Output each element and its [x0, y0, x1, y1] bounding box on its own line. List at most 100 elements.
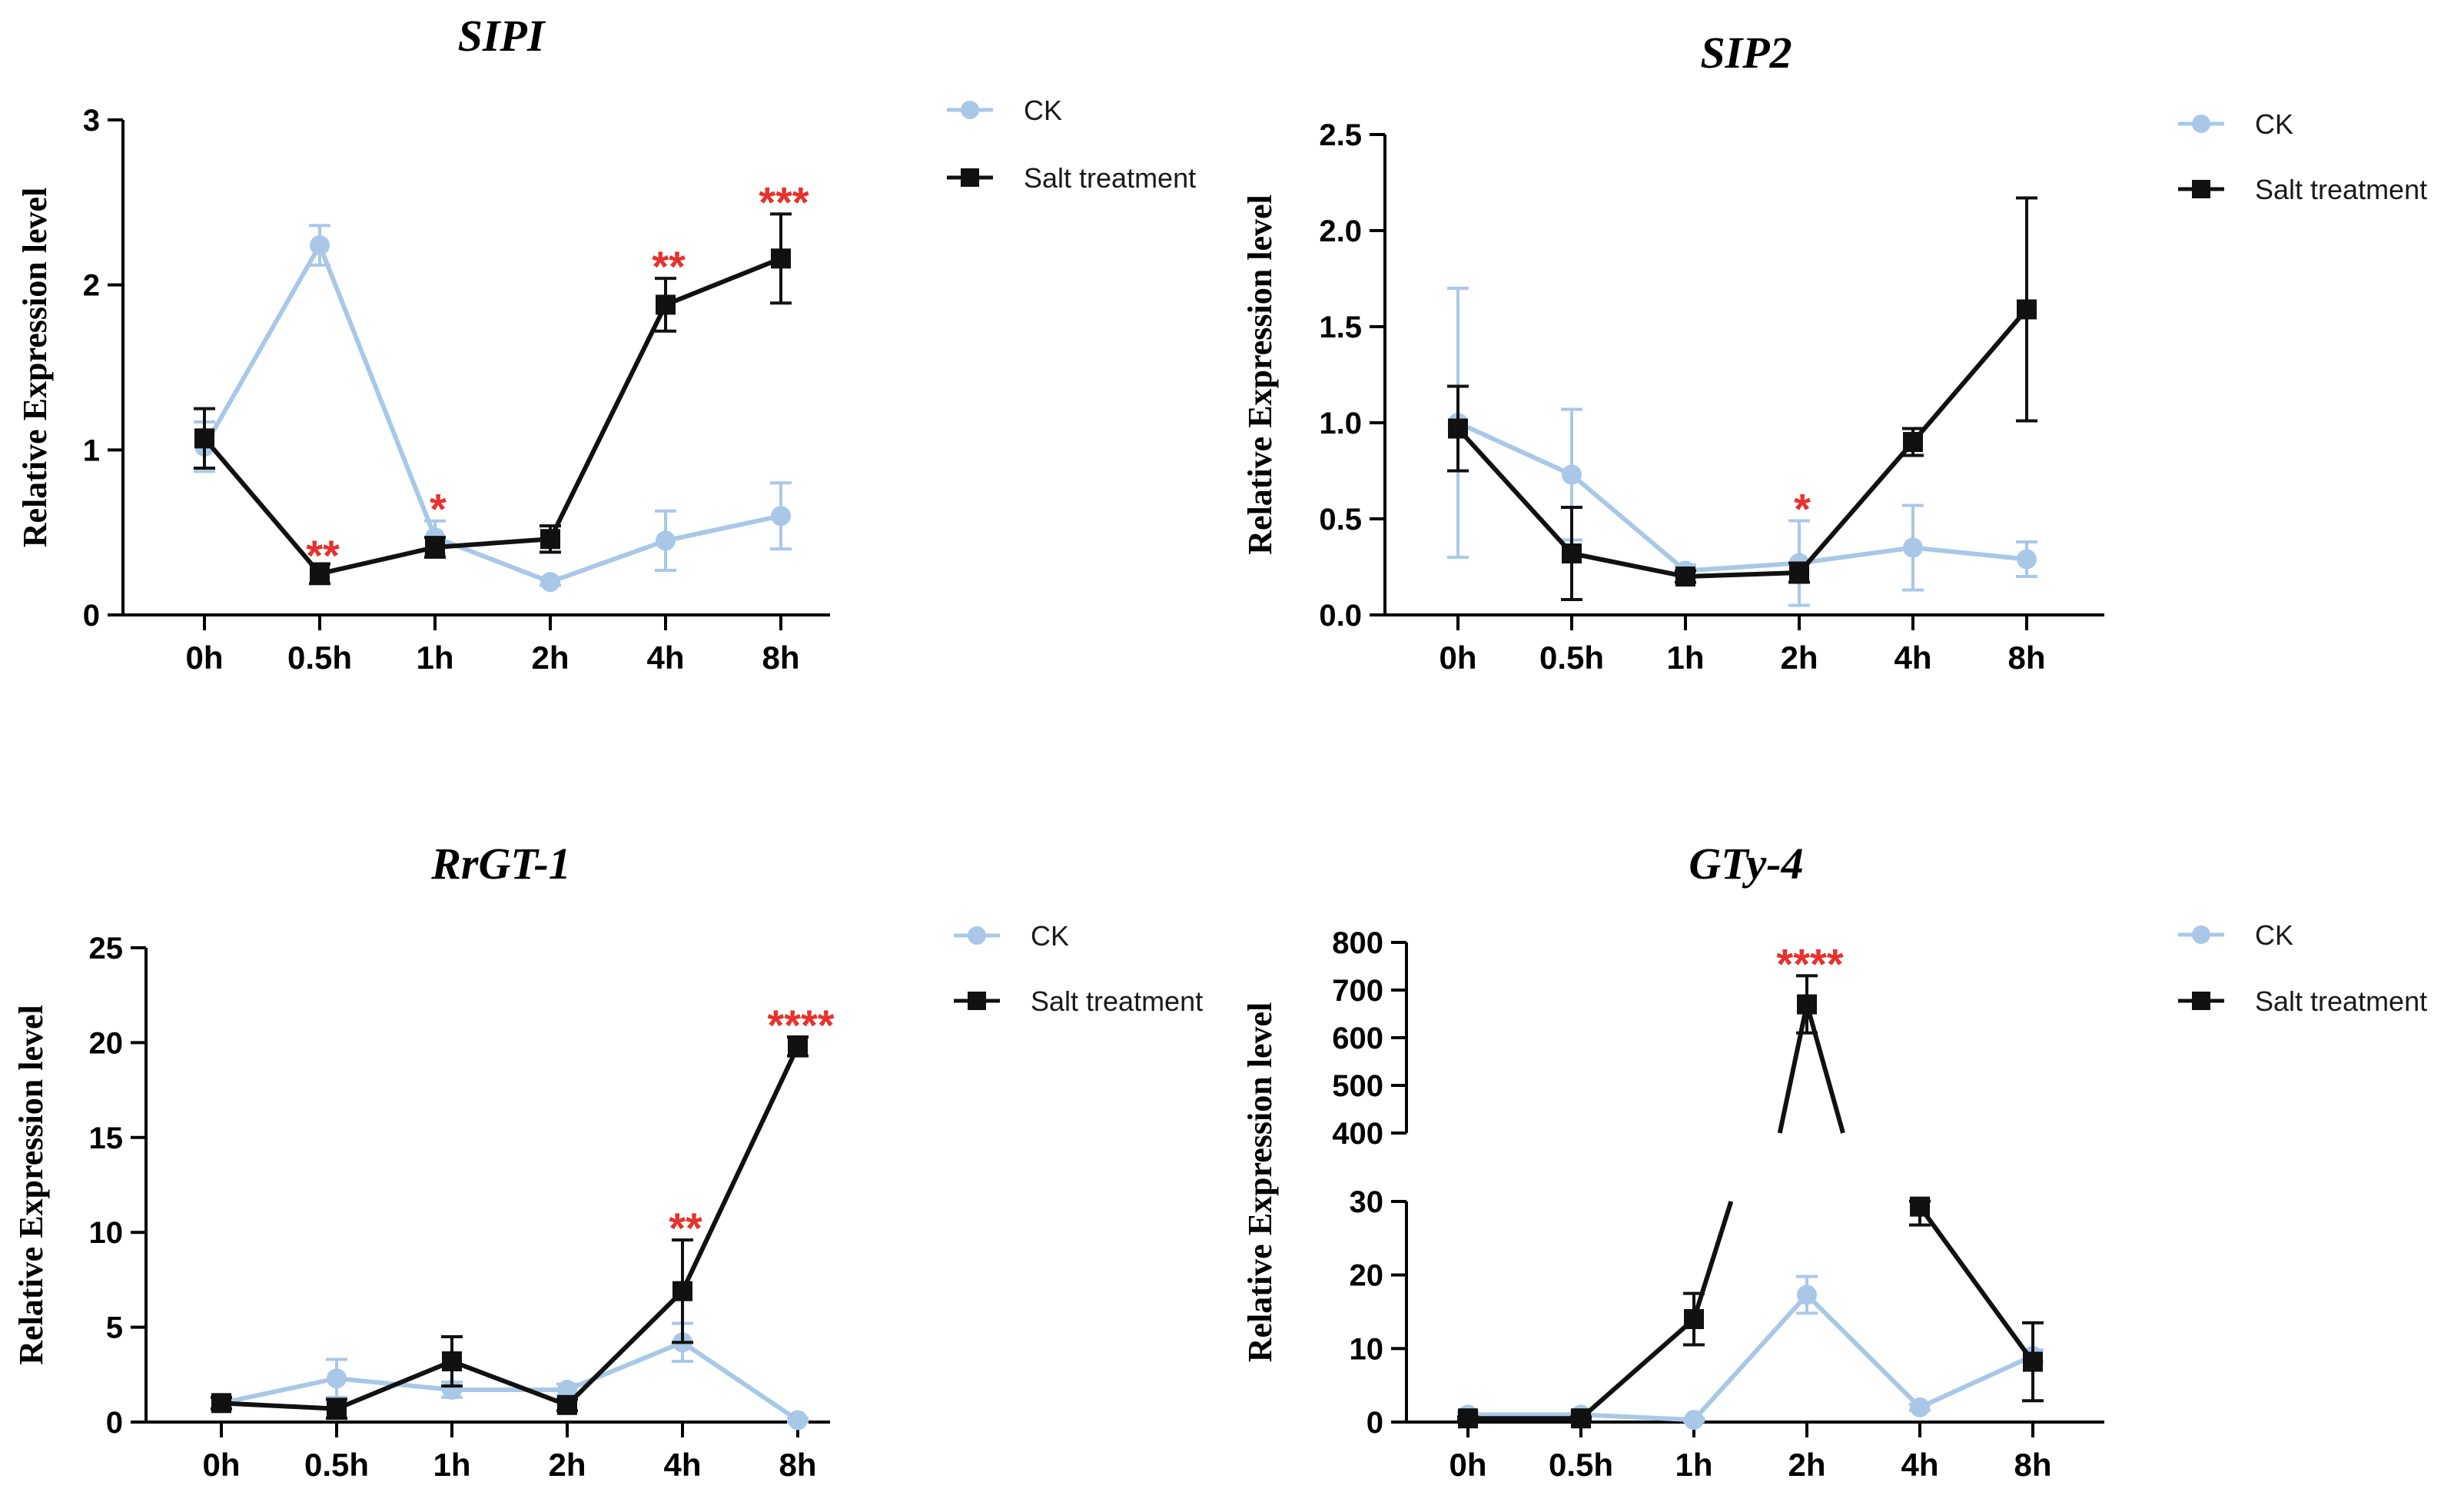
- legend-label-salt: Salt treatment: [1024, 162, 1196, 194]
- x-tick-label: 0.5h: [304, 1447, 369, 1483]
- series-line: [1468, 1292, 2034, 1423]
- data-point-salt: [327, 1398, 347, 1419]
- legend: CK Salt treatment: [2178, 919, 2427, 1017]
- legend-label-ck: CK: [1024, 95, 1062, 126]
- data-point-salt: [1571, 1408, 1591, 1429]
- data-point-ck: [540, 572, 560, 593]
- significance-marker: *: [430, 485, 447, 533]
- significance-marker: **: [306, 531, 340, 580]
- y-tick-label: 0: [106, 1406, 123, 1440]
- legend: CK Salt treatment: [954, 920, 1203, 1017]
- x-tick-label: 4h: [1901, 1447, 1938, 1483]
- y-tick-label: 15: [89, 1122, 124, 1155]
- legend-marker-salt: [961, 168, 979, 187]
- x-tick-label: 8h: [779, 1447, 816, 1483]
- data-point-salt: [194, 428, 214, 449]
- x-tick-label: 0h: [202, 1447, 240, 1483]
- x-tick-label: 2h: [548, 1447, 586, 1483]
- data-point-salt: [211, 1393, 231, 1414]
- data-point-salt: [2023, 1351, 2043, 1372]
- y-tick-label: 0: [1366, 1406, 1383, 1440]
- legend-marker-ck: [968, 926, 986, 945]
- data-point-salt: [2017, 299, 2037, 320]
- chart-panel-2: SIP2 Relative Expression level 0.0 0.5 1.0 1.…: [1241, 28, 2427, 676]
- x-tick-label: 0.5h: [1549, 1447, 1613, 1483]
- data-point-salt: [557, 1394, 577, 1415]
- x-tick-label: 4h: [646, 640, 684, 676]
- y-tick-label: 2.5: [1319, 118, 1362, 152]
- data-point-salt: [425, 537, 445, 557]
- series-ck: [194, 224, 792, 593]
- data-point-salt: [1903, 432, 1923, 452]
- series-line: [1456, 420, 2027, 573]
- data-point-salt: [1684, 1309, 1704, 1330]
- significance-marker: ***: [759, 178, 809, 226]
- y-tick-label: 400: [1332, 1117, 1383, 1151]
- y-tick-label: 800: [1332, 926, 1383, 960]
- legend-label-salt: Salt treatment: [2255, 985, 2427, 1017]
- y-tick-label: 1: [83, 434, 100, 467]
- chart-title: RrGT-1: [430, 839, 571, 889]
- x-tick-label: 1h: [433, 1447, 470, 1483]
- data-point-salt: [1562, 543, 1582, 563]
- y-tick-label: 0.0: [1319, 599, 1362, 633]
- significance-marker: **: [669, 1204, 702, 1252]
- x-tick-label: 1h: [1666, 640, 1704, 676]
- x-tick-label: 0.5h: [287, 640, 352, 676]
- data-point-salt: [540, 529, 560, 550]
- significance-marker: **: [652, 242, 686, 291]
- y-axis-label: Relative Expression level: [1241, 1002, 1279, 1362]
- series-line-segment: [1918, 1205, 2035, 1364]
- series-ck: [211, 1321, 809, 1431]
- y-tick-label: 2: [83, 269, 100, 303]
- legend-label-ck: CK: [1031, 920, 1069, 952]
- x-tick-label: 0.5h: [1539, 640, 1604, 676]
- legend-marker-ck: [2192, 925, 2210, 944]
- data-point-ck: [656, 530, 676, 551]
- y-tick-label: 10: [89, 1216, 124, 1250]
- y-axis-label: Relative Expression level: [1241, 194, 1279, 554]
- y-tick-label: 20: [1350, 1259, 1384, 1293]
- data-point-salt: [788, 1036, 808, 1057]
- y-tick-label: 20: [89, 1026, 124, 1060]
- y-tick-label: 25: [89, 932, 124, 965]
- data-point-ck: [2017, 549, 2037, 570]
- y-tick-label: 0: [83, 599, 100, 633]
- data-point-salt: [442, 1351, 462, 1372]
- data-point-salt: [1458, 1408, 1478, 1429]
- data-point-salt: [1910, 1196, 1930, 1217]
- y-tick-label: 5: [106, 1311, 123, 1345]
- chart-panel-1: SIPI Relative Expression level 0 1 2 3 0h 0.5h 1…: [16, 11, 1196, 676]
- data-point-salt: [310, 563, 330, 584]
- legend-marker-salt: [968, 992, 986, 1010]
- series-salt-treatment: [211, 1035, 809, 1421]
- legend-label-salt: Salt treatment: [1031, 985, 1203, 1017]
- data-point-salt: [656, 294, 676, 315]
- data-point-salt: [1448, 418, 1468, 439]
- series-line: [202, 243, 782, 585]
- data-point-salt: [1797, 994, 1817, 1015]
- data-point-ck: [557, 1380, 577, 1401]
- legend: CK Salt treatment: [2178, 108, 2427, 205]
- x-tick-label: 0h: [185, 640, 223, 676]
- chart-panel-3: RrGT-1 Relative Expression level 0 5 10 15 20 2…: [12, 839, 1203, 1483]
- series-line: [221, 1045, 800, 1411]
- data-point-ck: [788, 1410, 808, 1431]
- series-line: [221, 1340, 799, 1423]
- data-point-ck: [1910, 1397, 1930, 1417]
- series-salt-treatment: [194, 212, 792, 586]
- series-salt-treatment: [1457, 974, 2044, 1429]
- chart-panel-4: GTy-4 Relative Expression level 0 10 20 30 400…: [1241, 839, 2427, 1483]
- legend-marker-salt: [2192, 180, 2210, 198]
- y-tick-label: 30: [1350, 1185, 1384, 1219]
- series-line-segment: [1468, 1201, 1734, 1421]
- legend-marker-ck: [961, 101, 979, 119]
- data-point-salt: [1675, 567, 1695, 587]
- data-point-salt: [1789, 563, 1809, 583]
- data-point-salt: [672, 1281, 692, 1301]
- series-line: [1456, 307, 2029, 579]
- data-point-salt: [771, 248, 791, 269]
- chart-title: SIP2: [1700, 28, 1792, 78]
- data-point-ck: [1684, 1410, 1704, 1431]
- y-axis-label: Relative Expression level: [16, 188, 54, 547]
